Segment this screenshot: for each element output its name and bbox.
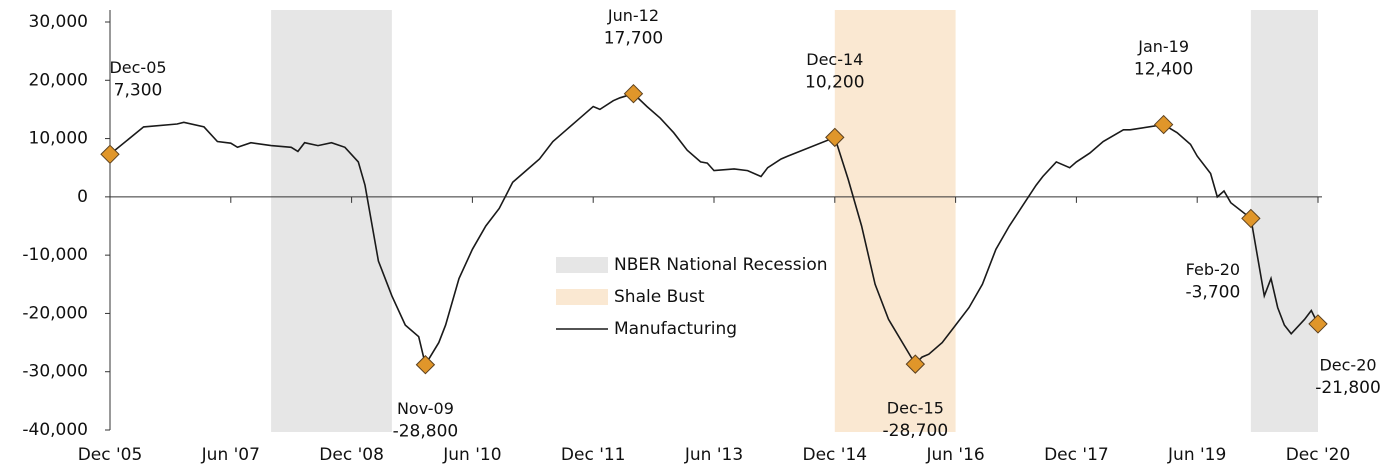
- y-tick-label: -10,000: [22, 245, 88, 265]
- band: [834, 10, 956, 432]
- x-tick-label: Dec '17: [1044, 445, 1109, 465]
- y-tick-label: 20,000: [29, 70, 88, 90]
- annotation-date: Dec-14: [806, 50, 863, 69]
- marker: [825, 127, 845, 148]
- y-tick-label: -20,000: [22, 303, 88, 323]
- band: [271, 10, 392, 432]
- y-tick-label: 0: [77, 187, 88, 207]
- annotation-date: Jan-19: [1137, 37, 1189, 56]
- marker: [1153, 114, 1174, 135]
- annotation-date: Jun-12: [607, 6, 659, 25]
- annotation-date: Dec-20: [1319, 355, 1376, 374]
- annotation-value: 17,700: [604, 29, 663, 49]
- marker: [1308, 314, 1328, 334]
- marker: [1241, 208, 1261, 229]
- annotation-value: -21,800: [1315, 378, 1380, 398]
- marker: [905, 354, 926, 374]
- x-tick-label: Dec '08: [319, 445, 384, 465]
- annotation-value: -28,700: [883, 421, 949, 441]
- legend-label: NBER National Recession: [614, 255, 828, 275]
- x-tick-label: Dec '14: [802, 445, 867, 465]
- annotation-value: 12,400: [1134, 60, 1193, 80]
- annotation-date: Feb-20: [1186, 260, 1240, 279]
- x-tick-label: Dec '20: [1286, 445, 1351, 465]
- line: [109, 92, 1319, 367]
- annotation-value: -28,800: [393, 422, 459, 442]
- x-tick-label: Jun '13: [684, 445, 743, 465]
- y-tick-label: -30,000: [22, 362, 88, 382]
- legend-swatch: [556, 257, 608, 273]
- annotation-date: Dec-15: [887, 399, 944, 418]
- x-tick-label: Jun '19: [1167, 445, 1226, 465]
- marker: [100, 144, 120, 165]
- y-tick-label: 10,000: [29, 129, 88, 149]
- x-tick-label: Jun '07: [201, 445, 260, 465]
- x-tick-label: Dec '11: [561, 445, 626, 465]
- legend-swatch: [556, 289, 608, 305]
- marker: [415, 355, 436, 375]
- legend-label: Shale Bust: [614, 287, 705, 307]
- marker: [623, 83, 644, 104]
- annotation-date: Dec-05: [109, 58, 166, 77]
- x-tick-label: Jun '10: [442, 445, 501, 465]
- y-tick-label: 30,000: [29, 12, 88, 32]
- annotation-value: -3,700: [1185, 282, 1240, 302]
- band: [1250, 10, 1318, 432]
- x-tick-label: Dec '05: [78, 445, 143, 465]
- y-tick-label: -40,000: [22, 420, 88, 440]
- annotation-date: Nov-09: [397, 399, 454, 418]
- legend-label: Manufacturing: [614, 319, 737, 339]
- annotation-value: 10,200: [805, 72, 864, 92]
- annotation-value: 7,300: [114, 80, 163, 100]
- x-tick-label: Jun '16: [925, 445, 984, 465]
